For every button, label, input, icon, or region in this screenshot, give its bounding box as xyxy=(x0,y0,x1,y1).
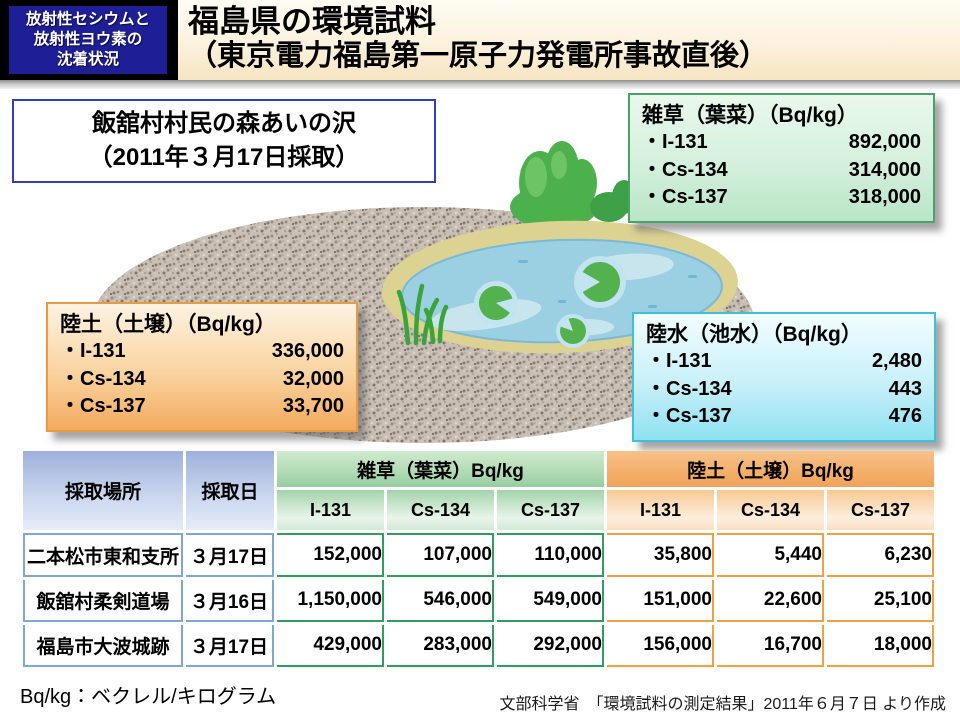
cell-value: 25,100 xyxy=(827,580,934,622)
callout-weed: 雑草（葉菜）（Bq/kg） ・I-131 892,000 ・Cs-134 314… xyxy=(628,93,935,224)
subcol-weed-i131: I-131 xyxy=(277,490,384,530)
subcol-weed-cs134: Cs-134 xyxy=(387,490,494,530)
tag-line-1: 放射性セシウムと xyxy=(25,10,150,28)
cell-value: 1,150,000 xyxy=(277,580,384,622)
nuclide-label: ・Cs-137 xyxy=(646,405,732,428)
callout-weed-row: ・Cs-137 318,000 xyxy=(642,184,921,212)
callout-soil-row: ・Cs-137 33,700 xyxy=(60,393,344,421)
col-header-place: 採取場所 xyxy=(23,451,183,530)
cell-date: ３月17日 xyxy=(186,625,274,667)
cell-value: 151,000 xyxy=(607,580,714,622)
bush-graphic xyxy=(510,141,636,229)
table-row: 福島市大波城跡 ３月17日 429,000 283,000 292,000 15… xyxy=(23,625,934,667)
nuclide-label: ・Cs-134 xyxy=(646,377,732,400)
callout-soil-row: ・Cs-134 32,000 xyxy=(60,366,344,394)
header-shadow-divider xyxy=(0,80,960,89)
unit-note: Bq/kg：ベクレル/キログラム xyxy=(20,686,277,708)
cell-value: 156,000 xyxy=(607,625,714,667)
cell-value: 6,230 xyxy=(827,533,934,577)
site-label-box: 飯舘村村民の森あいの沢 （2011年３月17日採取） xyxy=(12,99,436,183)
nuclide-label: ・Cs-137 xyxy=(642,186,728,209)
cell-place: 二本松市東和支所 xyxy=(23,533,183,577)
header-tag-area: 放射性セシウムと 放射性ヨウ素の 沈着状況 xyxy=(0,0,178,80)
measurement-table: 採取場所 採取日 雑草（葉菜）Bq/kg 陸土（土壌）Bq/kg I-131 C… xyxy=(20,448,937,670)
nuclide-label: ・Cs-137 xyxy=(60,395,146,418)
tag-line-3: 沈着状況 xyxy=(56,51,119,69)
col-header-date: 採取日 xyxy=(186,451,274,530)
cell-date: ３月17日 xyxy=(186,533,274,577)
callout-water-row: ・I-131 2,480 xyxy=(646,348,922,376)
nuclide-label: ・I-131 xyxy=(646,350,712,373)
tag-line-2: 放射性ヨウ素の xyxy=(33,30,143,48)
page-title: 福島県の環境試料 xyxy=(188,4,436,39)
callout-soil-row: ・I-131 336,000 xyxy=(60,338,344,366)
grass-graphic xyxy=(396,283,449,346)
cell-value: 22,600 xyxy=(717,580,824,622)
nuclide-value: 2,480 xyxy=(871,350,922,373)
cell-value: 292,000 xyxy=(497,625,604,667)
cell-value: 283,000 xyxy=(387,625,494,667)
cell-value: 549,000 xyxy=(497,580,604,622)
callout-weed-title: 雑草（葉菜）（Bq/kg） xyxy=(642,104,858,127)
nuclide-value: 314,000 xyxy=(848,158,921,181)
callout-soil: 陸土（土壌）（Bq/kg） ・I-131 336,000 ・Cs-134 32,… xyxy=(46,302,358,433)
cell-value: 429,000 xyxy=(277,625,384,667)
callout-weed-row: ・Cs-134 314,000 xyxy=(642,157,921,185)
cell-value: 107,000 xyxy=(387,533,494,577)
subcol-soil-cs137: Cs-137 xyxy=(827,490,934,530)
cell-value: 152,000 xyxy=(277,533,384,577)
cell-value: 16,700 xyxy=(717,625,824,667)
slide-header: 放射性セシウムと 放射性ヨウ素の 沈着状況 福島県の環境試料 （東京電力福島第一… xyxy=(0,0,960,80)
nuclide-value: 443 xyxy=(888,377,922,400)
nuclide-label: ・I-131 xyxy=(60,340,126,363)
nuclide-value: 476 xyxy=(888,405,922,428)
subcol-soil-i131: I-131 xyxy=(607,490,714,530)
header-title-area: 福島県の環境試料 （東京電力福島第一原子力発電所事故直後） xyxy=(178,0,960,80)
table-row: 二本松市東和支所 ３月17日 152,000 107,000 110,000 3… xyxy=(23,533,934,577)
cell-value: 546,000 xyxy=(387,580,494,622)
nuclide-value: 32,000 xyxy=(282,367,344,390)
callout-water: 陸水（池水）（Bq/kg） ・I-131 2,480 ・Cs-134 443 ・… xyxy=(632,312,936,443)
nuclide-value: 318,000 xyxy=(848,186,921,209)
callout-water-row: ・Cs-137 476 xyxy=(646,403,922,431)
group-header-soil: 陸土（土壌）Bq/kg xyxy=(607,451,934,487)
cell-place: 福島市大波城跡 xyxy=(23,625,183,667)
callout-water-row: ・Cs-134 443 xyxy=(646,376,922,404)
nuclide-value: 892,000 xyxy=(848,131,921,154)
table-row: 飯舘村柔剣道場 ３月16日 1,150,000 546,000 549,000 … xyxy=(23,580,934,622)
nuclide-label: ・Cs-134 xyxy=(60,367,146,390)
subcol-weed-cs137: Cs-137 xyxy=(497,490,604,530)
cell-date: ３月16日 xyxy=(186,580,274,622)
cell-place: 飯舘村柔剣道場 xyxy=(23,580,183,622)
site-date: （2011年３月17日採取） xyxy=(88,144,360,171)
nuclide-value: 33,700 xyxy=(282,395,344,418)
callout-water-title: 陸水（池水）（Bq/kg） xyxy=(646,323,862,346)
deposition-status-tag: 放射性セシウムと 放射性ヨウ素の 沈着状況 xyxy=(9,6,167,74)
subcol-soil-cs134: Cs-134 xyxy=(717,490,824,530)
group-header-weed: 雑草（葉菜）Bq/kg xyxy=(277,451,604,487)
cell-value: 18,000 xyxy=(827,625,934,667)
lily-pads-graphic xyxy=(474,256,626,348)
nuclide-label: ・I-131 xyxy=(642,131,708,154)
nuclide-label: ・Cs-134 xyxy=(642,158,728,181)
callout-soil-title: 陸土（土壌）（Bq/kg） xyxy=(60,313,276,336)
source-attribution: 文部科学省 「環境試料の測定結果」2011年６月７日 より作成 xyxy=(499,696,946,713)
cell-value: 110,000 xyxy=(497,533,604,577)
site-name: 飯舘村村民の森あいの沢 xyxy=(92,110,356,138)
page-subtitle: （東京電力福島第一原子力発電所事故直後） xyxy=(188,39,769,72)
nuclide-value: 336,000 xyxy=(271,340,344,363)
cell-value: 5,440 xyxy=(717,533,824,577)
cell-value: 35,800 xyxy=(607,533,714,577)
callout-weed-row: ・I-131 892,000 xyxy=(642,129,921,157)
